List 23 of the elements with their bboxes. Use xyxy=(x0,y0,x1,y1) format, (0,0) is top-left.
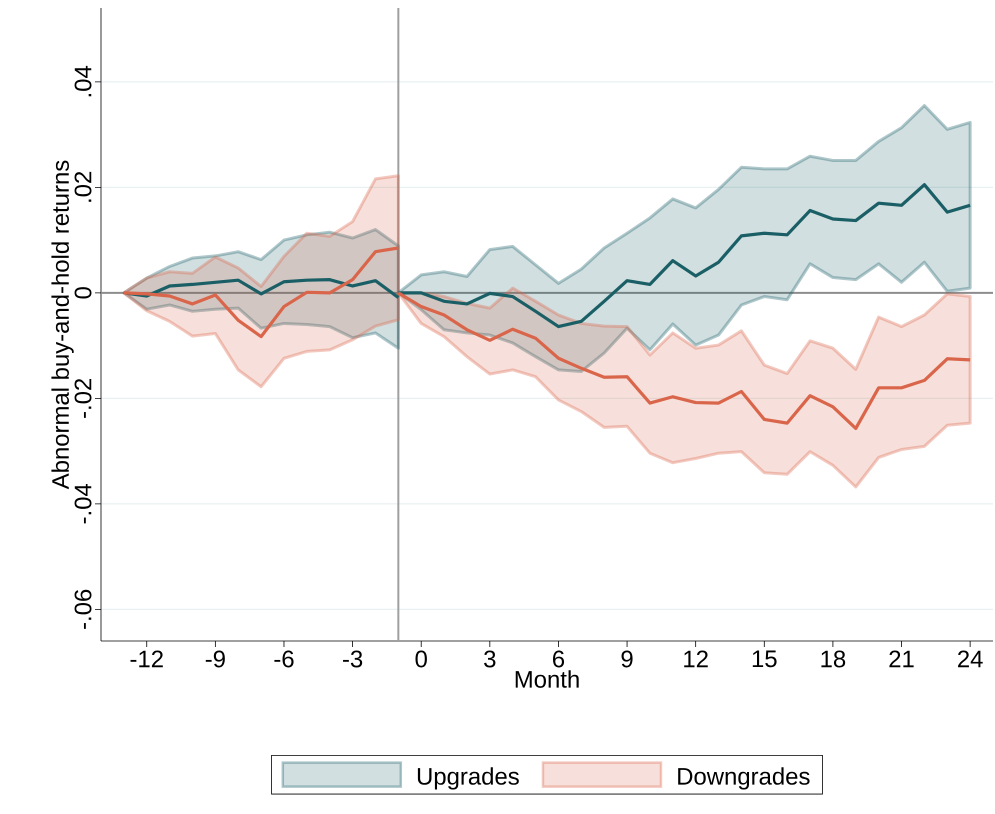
x-axis-title: Month xyxy=(516,670,579,688)
x-tick-label: 3 xyxy=(484,650,496,668)
x-tick-label: -6 xyxy=(274,650,294,668)
x-tick-label: 24 xyxy=(958,650,983,668)
x-tick-label: 15 xyxy=(752,650,777,668)
x-tick-label: 21 xyxy=(889,650,914,668)
x-tick-label: 12 xyxy=(684,650,708,668)
legend-label: Downgrades xyxy=(678,767,810,790)
y-tick-label: 0 xyxy=(74,287,92,299)
x-tick-label: 0 xyxy=(415,650,427,668)
x-tick-label: -12 xyxy=(130,650,163,668)
x-tick-label: 6 xyxy=(553,650,564,668)
x-tick-label: -9 xyxy=(206,650,225,668)
y-tick-label: -.06 xyxy=(74,590,92,629)
y-tick-label: -.02 xyxy=(74,378,92,418)
y-tick-label: .02 xyxy=(74,172,92,202)
y-tick-label: -.04 xyxy=(74,484,92,524)
legend-label: Upgrades xyxy=(418,767,519,790)
y-tick-label: .04 xyxy=(74,66,92,96)
x-tick-label: 18 xyxy=(821,650,846,668)
x-tick-label: 9 xyxy=(622,650,633,668)
x-tick-label: -3 xyxy=(343,650,362,668)
y-axis-title: Abnormal buy-and-hold returns xyxy=(51,160,74,490)
